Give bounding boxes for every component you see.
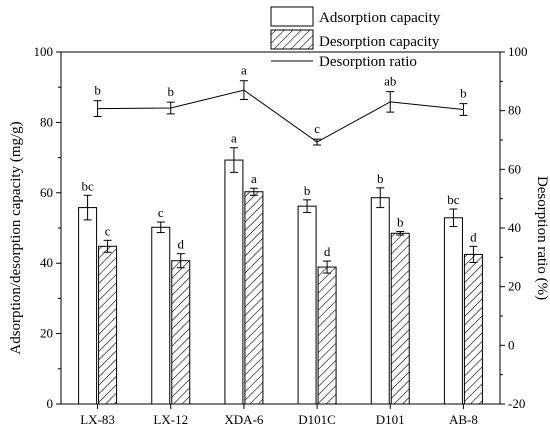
plot-frame [60, 51, 501, 405]
x-tick-label: LX-83 [80, 412, 115, 427]
y2-axis-title: Desorption ratio (%) [534, 176, 550, 300]
y-tick-label: 0 [47, 396, 54, 411]
legend-label-adsorption: Adsorption capacity [319, 10, 441, 26]
y2-tick-label: 40 [508, 220, 521, 235]
adsorption-bar [78, 207, 98, 405]
desorption-letter: d [324, 244, 331, 259]
legend-label-desorption: Desorption capacity [319, 34, 440, 50]
desorption-bar [171, 260, 191, 405]
legend: Adsorption capacity Desorption capacity … [270, 6, 441, 70]
desorption-letter: b [397, 215, 404, 230]
desorption-bar [98, 245, 118, 405]
adsorption-bar [443, 217, 463, 405]
desorption-bar [244, 191, 264, 405]
legend-swatch-desorption [270, 29, 314, 50]
adsorption-bar [370, 197, 390, 405]
y-tick-label: 20 [40, 326, 53, 341]
ratio-letter: ab [384, 74, 396, 89]
desorption-bar [390, 232, 410, 405]
y2-tick-label: 0 [508, 337, 515, 352]
x-tick-label: XDA-6 [224, 412, 263, 427]
y-tick-label: 40 [40, 255, 53, 270]
legend-swatch-adsorption [270, 6, 314, 27]
adsorption-bar [224, 159, 244, 405]
desorption-letter: d [470, 229, 477, 244]
ratio-letter: b [168, 84, 175, 99]
ratio-line [97, 89, 464, 143]
desorption-letter: c [105, 223, 111, 238]
y2-tick-label: 80 [508, 103, 521, 118]
adsorption-letter: bc [81, 178, 94, 193]
ratio-letter: b [94, 83, 101, 98]
y-tick-label: 100 [34, 44, 54, 59]
x-tick-label: LX-12 [153, 412, 188, 427]
ratio-letter: a [241, 63, 247, 78]
adsorption-letter: b [304, 183, 311, 198]
desorption-letter: a [251, 171, 257, 186]
adsorption-letter: bc [447, 192, 460, 207]
adsorption-bar [297, 205, 317, 405]
desorption-bar [317, 266, 337, 405]
y2-tick-label: 60 [508, 161, 521, 176]
y-axis-title: Adsorption/desorption capacity (mg/g) [8, 121, 24, 354]
ratio-letter: b [460, 86, 467, 101]
desorption-letter: d [178, 237, 185, 252]
ratio-letter: c [314, 121, 320, 136]
y2-tick-label: -20 [508, 396, 525, 411]
desorption-bar [463, 253, 483, 405]
y-tick-label: 80 [40, 114, 53, 129]
x-tick-label: AB-8 [449, 412, 478, 427]
y2-tick-label: 100 [508, 44, 528, 59]
y2-tick-label: 20 [508, 279, 521, 294]
adsorption-letter: a [231, 131, 237, 146]
adsorption-bar [151, 226, 171, 405]
y-tick-label: 60 [40, 185, 53, 200]
adsorption-letter: c [158, 205, 164, 220]
legend-label-ratio: Desorption ratio [319, 54, 417, 70]
x-tick-label: D101C [298, 412, 336, 427]
adsorption-letter: b [377, 171, 384, 186]
x-tick-label: D101 [376, 412, 405, 427]
